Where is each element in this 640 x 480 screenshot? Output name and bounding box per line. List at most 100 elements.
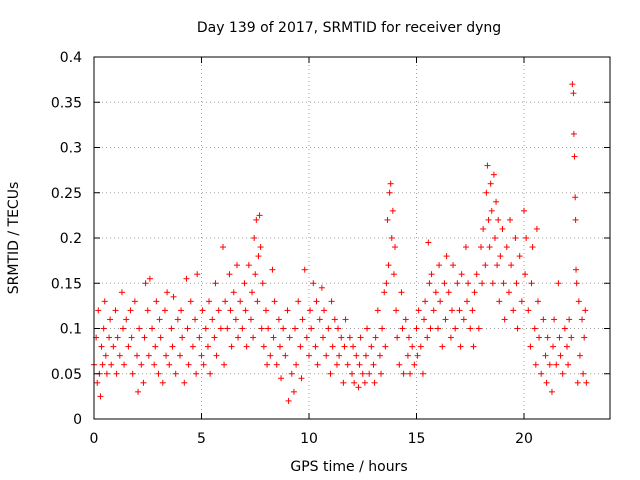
- data-point: [356, 361, 363, 368]
- data-point: [428, 271, 435, 278]
- data-point: [447, 334, 454, 341]
- data-point: [379, 325, 386, 332]
- data-point: [499, 225, 506, 232]
- data-point: [501, 316, 508, 323]
- data-point: [378, 370, 385, 377]
- data-point: [452, 325, 459, 332]
- y-tick-label: 0.3: [60, 141, 82, 157]
- y-tick-label: 0.2: [60, 231, 82, 247]
- data-point: [385, 262, 392, 269]
- data-point: [460, 316, 467, 323]
- data-point: [185, 361, 192, 368]
- y-tick-label: 0.05: [51, 367, 82, 383]
- data-point: [390, 271, 397, 278]
- y-tick-label: 0.1: [60, 322, 82, 338]
- data-point: [278, 375, 285, 382]
- data-point: [123, 316, 130, 323]
- data-point: [288, 370, 295, 377]
- x-tick-label: 15: [408, 431, 426, 447]
- data-point: [127, 307, 134, 314]
- data-point: [393, 307, 400, 314]
- data-point: [464, 298, 471, 305]
- data-point: [441, 280, 448, 287]
- data-point: [284, 307, 291, 314]
- data-point: [439, 343, 446, 350]
- data-point: [179, 334, 186, 341]
- data-point: [396, 361, 403, 368]
- data-point: [454, 280, 461, 287]
- data-point: [174, 316, 181, 323]
- data-point: [243, 343, 250, 350]
- data-point: [121, 361, 128, 368]
- data-point: [574, 379, 581, 386]
- y-tick-label: 0.4: [60, 50, 82, 66]
- data-point: [351, 379, 358, 386]
- data-point: [353, 352, 360, 359]
- data-point: [443, 253, 450, 260]
- data-point: [156, 316, 163, 323]
- data-point: [138, 361, 145, 368]
- data-point: [480, 225, 487, 232]
- data-point: [196, 334, 203, 341]
- data-point: [282, 352, 289, 359]
- data-point: [355, 384, 362, 391]
- data-point: [540, 316, 547, 323]
- data-point: [313, 298, 320, 305]
- data-point: [565, 361, 572, 368]
- data-point: [222, 298, 229, 305]
- data-point: [456, 307, 463, 314]
- data-point: [436, 262, 443, 269]
- data-point: [521, 207, 527, 214]
- data-point: [107, 316, 114, 323]
- data-point: [131, 298, 138, 305]
- data-point: [199, 307, 206, 314]
- data-point: [257, 244, 264, 251]
- data-point: [308, 325, 315, 332]
- data-point: [184, 325, 191, 332]
- data-point: [100, 325, 107, 332]
- data-point: [507, 216, 514, 223]
- data-point: [572, 216, 579, 223]
- data-point: [462, 244, 469, 251]
- data-point: [152, 343, 159, 350]
- data-point: [388, 235, 395, 241]
- data-point: [245, 262, 252, 269]
- data-point: [128, 334, 135, 341]
- data-point: [435, 325, 441, 332]
- data-point: [163, 352, 170, 359]
- axis-ticks: [93, 56, 610, 420]
- data-point: [170, 293, 177, 300]
- data-point: [189, 343, 196, 350]
- data-point: [120, 325, 127, 332]
- data-point: [98, 343, 105, 350]
- data-point: [550, 343, 557, 350]
- data-point: [312, 343, 319, 350]
- data-point: [349, 370, 355, 377]
- data-point: [583, 379, 590, 386]
- data-point: [253, 216, 260, 223]
- data-point: [350, 343, 357, 350]
- data-point: [265, 325, 272, 332]
- x-tick-label: 10: [300, 431, 318, 447]
- data-point: [525, 307, 532, 314]
- data-point: [368, 343, 375, 350]
- data-point: [415, 307, 422, 314]
- data-point: [478, 244, 484, 251]
- data-point: [249, 289, 256, 296]
- data-point: [570, 130, 577, 137]
- data-point: [145, 352, 152, 359]
- data-point: [221, 361, 228, 368]
- data-point: [470, 343, 477, 350]
- data-point: [310, 280, 317, 287]
- data-point: [112, 307, 119, 314]
- data-point: [178, 307, 185, 314]
- y-tick-label: 0: [73, 412, 82, 428]
- data-point: [267, 352, 274, 359]
- data-point: [402, 316, 409, 323]
- data-point: [226, 271, 233, 278]
- data-point: [465, 280, 472, 287]
- data-point: [514, 325, 521, 332]
- data-point: [328, 298, 335, 305]
- data-point: [568, 334, 575, 341]
